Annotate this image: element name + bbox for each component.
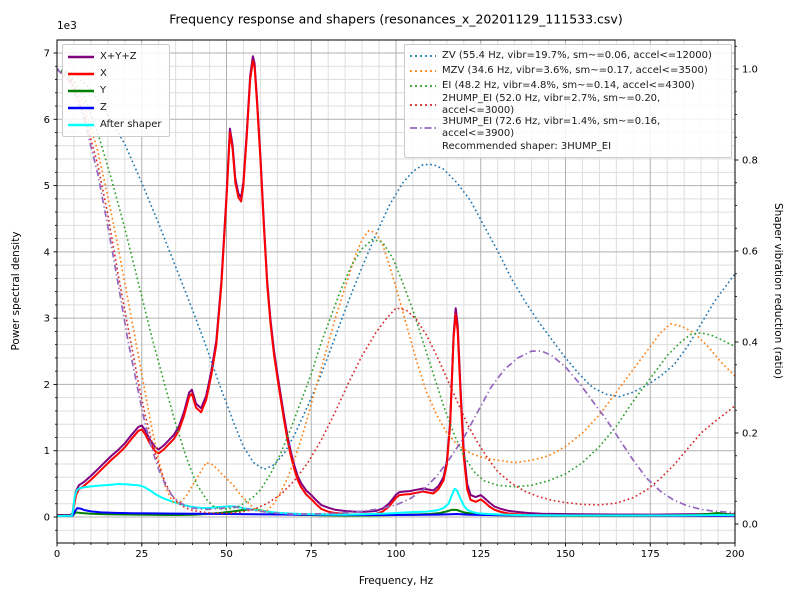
curves (57, 55, 735, 517)
series-line (57, 68, 735, 515)
svg-text:25: 25 (135, 549, 148, 560)
svg-text:1.0: 1.0 (742, 65, 758, 76)
legend-label: Y (100, 84, 107, 96)
legend-item-ei: EI (48.2 Hz, vibr=4.8%, sm~=0.14, accel<… (410, 78, 725, 93)
legend-swatch (410, 126, 436, 130)
svg-text:100: 100 (386, 549, 405, 560)
svg-text:0: 0 (44, 513, 50, 524)
svg-text:0.2: 0.2 (742, 429, 758, 440)
legend-label: X (100, 67, 107, 79)
legend-swatch (410, 103, 436, 107)
legend-item-2hump_ei: 2HUMP_EI (52.0 Hz, vibr=2.7%, sm~=0.20, … (410, 93, 725, 116)
series-line (57, 68, 735, 513)
svg-text:3: 3 (44, 314, 50, 325)
legend-label: Recommended shaper: 3HUMP_EI (442, 140, 612, 152)
svg-text:125: 125 (471, 549, 490, 560)
legend-item-mzv: MZV (34.6 Hz, vibr=3.6%, sm~=0.17, accel… (410, 63, 725, 78)
svg-text:0: 0 (54, 549, 60, 560)
legend-item-x: X (68, 65, 163, 82)
legend-label: EI (48.2 Hz, vibr=4.8%, sm~=0.14, accel<… (442, 79, 695, 91)
svg-text:0.4: 0.4 (742, 338, 758, 349)
legend-label: After shaper (100, 118, 162, 130)
legend-label: MZV (34.6 Hz, vibr=3.6%, sm~=0.17, accel… (442, 64, 708, 76)
chart-title: Frequency response and shapers (resonanc… (169, 11, 623, 27)
legend-psd: X+Y+Z X Y Z After shaper (62, 44, 170, 137)
legend-item-z: Z (68, 99, 163, 116)
svg-text:0.6: 0.6 (742, 247, 758, 258)
legend-item-recommended-shaper: Recommended shaper: 3HUMP_EI (410, 139, 725, 154)
svg-text:7: 7 (44, 49, 50, 60)
legend-label: Z (100, 101, 107, 113)
legend-swatch (68, 55, 94, 59)
svg-text:2: 2 (44, 380, 50, 391)
legend-label: 2HUMP_EI (52.0 Hz, vibr=2.7%, sm~=0.20, … (442, 93, 661, 116)
svg-text:0.0: 0.0 (742, 520, 758, 531)
svg-text:75: 75 (305, 549, 318, 560)
series-line (57, 60, 735, 517)
svg-text:150: 150 (556, 549, 575, 560)
legend-item-after-shaper: After shaper (68, 116, 163, 133)
legend-swatch (410, 54, 436, 58)
svg-text:50: 50 (220, 549, 233, 560)
legend-swatch (410, 69, 436, 73)
series-line (57, 68, 735, 515)
legend-swatch (68, 89, 94, 93)
legend-item-zv: ZV (55.4 Hz, vibr=19.7%, sm~=0.06, accel… (410, 48, 725, 63)
y-axis-offset-text: 1e3 (57, 20, 77, 32)
svg-text:4: 4 (44, 247, 50, 258)
legend-label: ZV (55.4 Hz, vibr=19.7%, sm~=0.06, accel… (442, 49, 712, 61)
svg-text:6: 6 (44, 115, 50, 126)
legend-swatch (410, 84, 436, 88)
legend-label: X+Y+Z (100, 50, 137, 62)
legend-item-x-y-z: X+Y+Z (68, 48, 163, 65)
legend-item-3hump_ei: 3HUMP_EI (72.6 Hz, vibr=1.4%, sm~=0.16, … (410, 116, 725, 139)
legend-swatch (68, 123, 94, 127)
series-line (57, 68, 735, 471)
legend-swatch (68, 106, 94, 110)
legend-label: 3HUMP_EI (72.6 Hz, vibr=1.4%, sm~=0.16, … (442, 116, 661, 139)
svg-text:1: 1 (44, 446, 50, 457)
legend-item-y: Y (68, 82, 163, 99)
svg-text:200: 200 (725, 549, 744, 560)
series-line (57, 68, 735, 510)
legend-shapers: ZV (55.4 Hz, vibr=19.7%, sm~=0.06, accel… (404, 44, 732, 158)
x-axis-label: Frequency, Hz (358, 575, 434, 587)
series-line (57, 483, 735, 517)
svg-text:5: 5 (44, 181, 50, 192)
legend-swatch (68, 72, 94, 76)
svg-text:0.8: 0.8 (742, 156, 758, 167)
svg-text:175: 175 (641, 549, 660, 560)
axis-ticks: 0 25 50 75 100 125 150 175 200 0 1 2 3 4 5 6 7 0.0 0.2 0.4 0… (44, 45, 758, 560)
